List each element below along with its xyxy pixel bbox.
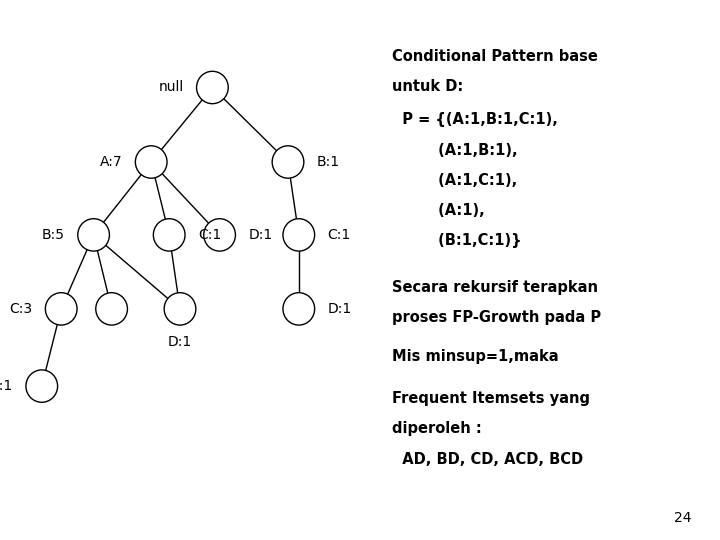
Text: D:1: D:1 (0, 379, 13, 393)
Ellipse shape (96, 293, 127, 325)
Text: C:1: C:1 (198, 228, 221, 242)
Text: D:1: D:1 (168, 335, 192, 349)
Text: P = {(A:1,B:1,C:1),: P = {(A:1,B:1,C:1), (392, 112, 558, 127)
Text: C:3: C:3 (9, 302, 32, 316)
Text: Frequent Itemsets yang: Frequent Itemsets yang (392, 391, 590, 406)
Text: B:5: B:5 (42, 228, 65, 242)
Text: A:7: A:7 (100, 155, 122, 169)
Ellipse shape (26, 370, 58, 402)
Text: null: null (158, 80, 184, 94)
Text: Conditional Pattern base: Conditional Pattern base (392, 49, 598, 64)
Text: untuk D:: untuk D: (392, 79, 464, 94)
Text: proses FP-Growth pada P: proses FP-Growth pada P (392, 310, 601, 325)
Text: D:1: D:1 (248, 228, 273, 242)
Text: (A:1,B:1),: (A:1,B:1), (392, 143, 518, 158)
Text: 24: 24 (674, 511, 691, 525)
Text: D:1: D:1 (328, 302, 352, 316)
Text: Mis minsup=1,maka: Mis minsup=1,maka (392, 349, 559, 364)
Ellipse shape (45, 293, 77, 325)
Ellipse shape (135, 146, 167, 178)
Text: (A:1,C:1),: (A:1,C:1), (392, 173, 518, 188)
Text: B:1: B:1 (317, 155, 340, 169)
Text: AD, BD, CD, ACD, BCD: AD, BD, CD, ACD, BCD (392, 451, 583, 467)
Text: Secara rekursif terapkan: Secara rekursif terapkan (392, 280, 598, 295)
Text: C:1: C:1 (328, 228, 351, 242)
Ellipse shape (78, 219, 109, 251)
Ellipse shape (204, 219, 235, 251)
Ellipse shape (283, 293, 315, 325)
Text: (A:1),: (A:1), (392, 203, 485, 218)
Text: (B:1,C:1)}: (B:1,C:1)} (392, 233, 522, 248)
Ellipse shape (164, 293, 196, 325)
Ellipse shape (272, 146, 304, 178)
Text: diperoleh :: diperoleh : (392, 421, 482, 436)
Ellipse shape (153, 219, 185, 251)
Ellipse shape (197, 71, 228, 104)
Ellipse shape (283, 219, 315, 251)
